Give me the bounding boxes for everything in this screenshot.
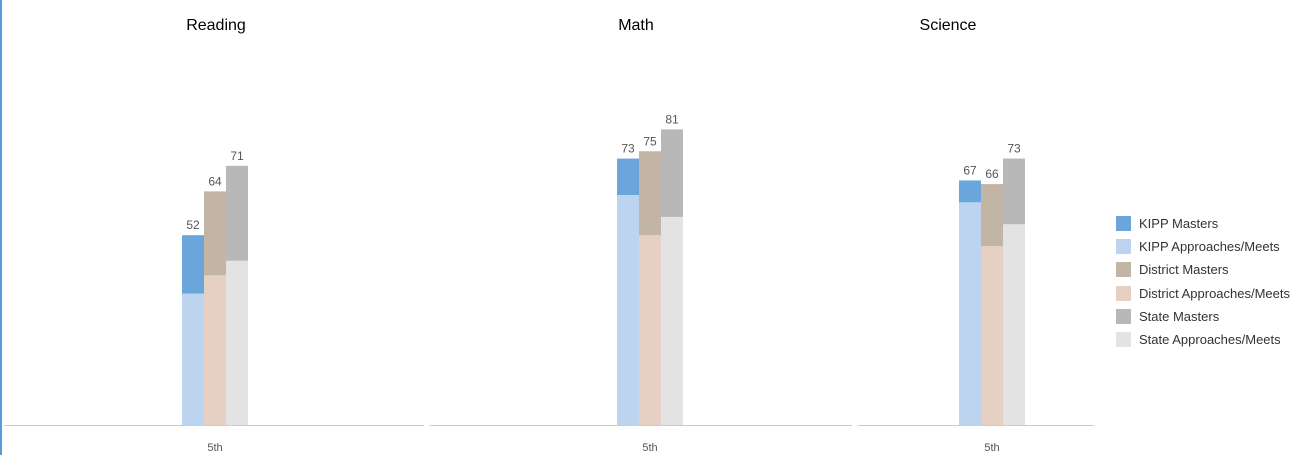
legend-swatch xyxy=(1116,308,1131,324)
legend-item: KIPP Approaches/Meets xyxy=(1116,235,1290,258)
legend-label: District Masters xyxy=(1139,262,1229,278)
legend: KIPP Masters KIPP Approaches/Meets Distric… xyxy=(1116,212,1290,351)
science-total-label: 66 xyxy=(985,167,999,181)
math-total-label: 81 xyxy=(665,112,679,126)
reading-bar-state-approaches-meets xyxy=(226,260,248,425)
reading-bar-kipp-approaches-meets xyxy=(182,293,204,425)
legend-swatch xyxy=(1116,216,1131,232)
legend-item: District Masters xyxy=(1116,258,1290,281)
reading-total-label: 52 xyxy=(186,218,200,232)
math-chart-title: Math xyxy=(618,17,654,34)
science-total-label: 73 xyxy=(1007,142,1021,156)
legend-item: District Approaches/Meets xyxy=(1116,282,1290,305)
science-bar-district-approaches-meets xyxy=(981,246,1003,425)
left-border-rule xyxy=(0,0,2,455)
math-bar-district-approaches-meets xyxy=(639,235,661,425)
science-total-label: 67 xyxy=(963,163,977,177)
science-bar-state-approaches-meets xyxy=(1003,224,1025,425)
reading-bar-state-masters xyxy=(226,165,248,261)
science-chart-title: Science xyxy=(920,17,977,34)
reading-x-tick-label: 5th xyxy=(207,442,222,454)
math-bar-district-masters xyxy=(639,151,661,236)
math-bar-kipp-masters xyxy=(617,158,639,196)
math-bar-state-masters xyxy=(661,129,683,217)
legend-label: KIPP Masters xyxy=(1139,216,1219,232)
science-bar-kipp-approaches-meets xyxy=(959,202,981,425)
math-bar-state-approaches-meets xyxy=(661,216,683,425)
legend-label: State Masters xyxy=(1139,308,1220,324)
legend-label: KIPP Approaches/Meets xyxy=(1139,239,1280,255)
math-total-label: 75 xyxy=(643,134,657,148)
legend-swatch xyxy=(1116,262,1131,278)
legend-swatch xyxy=(1116,239,1131,255)
reading-bar-district-masters xyxy=(204,191,226,276)
reading-total-label: 71 xyxy=(230,149,244,163)
math-bar-kipp-approaches-meets xyxy=(617,195,639,425)
science-bar-kipp-masters xyxy=(959,180,981,203)
legend-swatch xyxy=(1116,285,1131,301)
reading-bar-district-approaches-meets xyxy=(204,275,226,425)
math-total-label: 73 xyxy=(621,142,635,156)
reading-total-label: 64 xyxy=(208,174,222,188)
science-x-tick-label: 5th xyxy=(984,442,999,454)
math-x-tick-label: 5th xyxy=(642,442,657,454)
legend-item: State Approaches/Meets xyxy=(1116,328,1290,351)
reading-bar-kipp-masters xyxy=(182,235,204,294)
science-bar-state-masters xyxy=(1003,158,1025,225)
legend-item: KIPP Masters xyxy=(1116,212,1290,235)
legend-label: State Approaches/Meets xyxy=(1139,332,1281,348)
legend-label: District Approaches/Meets xyxy=(1139,285,1291,301)
science-bar-district-masters xyxy=(981,184,1003,247)
reading-chart-title: Reading xyxy=(186,17,246,34)
legend-swatch xyxy=(1116,332,1131,348)
legend-item: State Masters xyxy=(1116,305,1290,328)
